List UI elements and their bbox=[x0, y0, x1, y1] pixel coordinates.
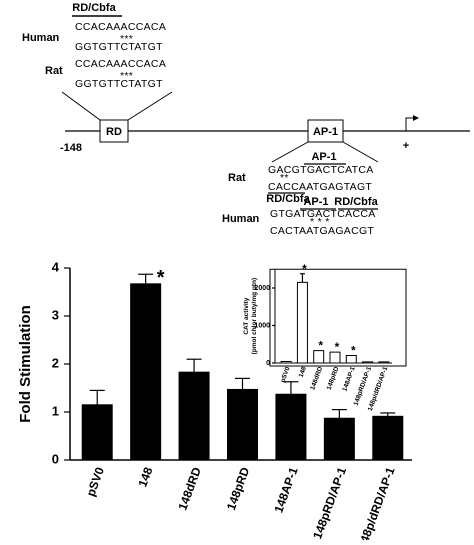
bar bbox=[362, 361, 374, 364]
significance-star: * bbox=[335, 340, 340, 354]
significance-star: * bbox=[302, 262, 307, 276]
y-axis-label: CAT activity bbox=[243, 297, 250, 334]
x-tick-label: 148dRD bbox=[309, 366, 324, 391]
x-tick-label: 148pRD bbox=[224, 465, 253, 512]
bar bbox=[323, 417, 355, 461]
species-label: Rat bbox=[45, 65, 63, 77]
significance-star: * bbox=[157, 267, 165, 289]
sequence: GTGATGACTCACCA bbox=[270, 208, 376, 220]
y-tick-label: 4 bbox=[52, 259, 60, 274]
y-tick-label: 1000 bbox=[254, 322, 270, 329]
ap1-box bbox=[307, 119, 344, 143]
tss-arrow bbox=[405, 117, 416, 131]
x-tick-label: 148dRD bbox=[175, 465, 204, 512]
rd-label: RD/Cbfa bbox=[266, 193, 310, 205]
y-tick-label: 0 bbox=[52, 451, 59, 466]
species-label: Human bbox=[22, 32, 60, 44]
box-label: AP-1 bbox=[313, 126, 338, 138]
y-tick-label: 2 bbox=[52, 355, 59, 370]
bar bbox=[329, 351, 341, 364]
sequence: GACGTGACTCATCA bbox=[268, 164, 374, 176]
x-tick-label: 148p/dRD/AP-1 bbox=[355, 465, 398, 540]
box-label: RD bbox=[106, 126, 122, 138]
tss-arrowhead bbox=[413, 115, 419, 121]
x-tick-label: 148pRD/AP-1 bbox=[310, 465, 349, 540]
y-axis-label: Fold Stimulation bbox=[17, 305, 34, 423]
significance-star: * bbox=[351, 344, 356, 358]
bar bbox=[378, 361, 390, 364]
y-tick-label: 2000 bbox=[254, 285, 270, 292]
stars: * * * bbox=[310, 216, 330, 228]
y-tick-label: 3 bbox=[52, 307, 59, 322]
sequence: GGTGTTCTATGT bbox=[75, 41, 163, 53]
rd-box bbox=[99, 119, 129, 143]
y-axis-label: (pmol chlor buty/mg ptn) bbox=[251, 278, 258, 355]
x-tick-label: 148pRD bbox=[326, 366, 341, 391]
diagram: RD/Cbfa Human CCACAAACCACA *** GGTGTTCTA… bbox=[22, 2, 470, 237]
bar bbox=[313, 350, 325, 364]
bar bbox=[296, 281, 308, 364]
bar bbox=[178, 371, 210, 461]
bar bbox=[81, 404, 113, 461]
y-tick-label: 0 bbox=[266, 360, 270, 367]
bar bbox=[130, 283, 162, 461]
stars: ** bbox=[280, 172, 289, 184]
connector bbox=[127, 91, 173, 121]
bar bbox=[227, 388, 258, 461]
significance-star: * bbox=[318, 339, 323, 353]
x-tick-label: 148 bbox=[298, 366, 308, 379]
stars: *** bbox=[120, 70, 133, 82]
bar bbox=[345, 355, 357, 364]
bar bbox=[275, 393, 307, 461]
connector bbox=[271, 141, 309, 163]
sequence: CCACAAACCACA bbox=[75, 58, 166, 70]
connector bbox=[342, 141, 379, 163]
start-label: -148 bbox=[60, 142, 82, 154]
x-tick-label: pSV0 bbox=[279, 366, 291, 384]
species-label: Rat bbox=[228, 172, 246, 184]
species-label: Human bbox=[222, 213, 260, 225]
x-tick-label: 148AP-1 bbox=[271, 465, 300, 515]
x-tick-label: 148AP-1 bbox=[341, 366, 356, 393]
bar bbox=[280, 361, 292, 364]
sequence: GGTGTTCTATGT bbox=[75, 78, 163, 90]
stars: *** bbox=[120, 33, 133, 45]
sequence: CACCAATGAGTAGT bbox=[268, 181, 372, 193]
rd-label: RD/Cbfa bbox=[334, 196, 378, 208]
sequence: CACTAATGAGACGT bbox=[270, 225, 374, 237]
x-tick-label: pSV0 bbox=[84, 465, 108, 498]
ap1-label: AP-1 bbox=[311, 151, 336, 163]
bar bbox=[372, 415, 404, 461]
y-tick-label: 1 bbox=[52, 403, 59, 418]
x-tick-label: 148 bbox=[135, 465, 155, 489]
rd-label: RD/Cbfa bbox=[72, 2, 116, 14]
ap1-label: AP-1 bbox=[303, 196, 328, 208]
tss-label: + bbox=[403, 140, 409, 152]
inset-frame bbox=[269, 268, 407, 367]
connector bbox=[61, 91, 101, 121]
sequence: CCACAAACCACA bbox=[75, 21, 166, 33]
